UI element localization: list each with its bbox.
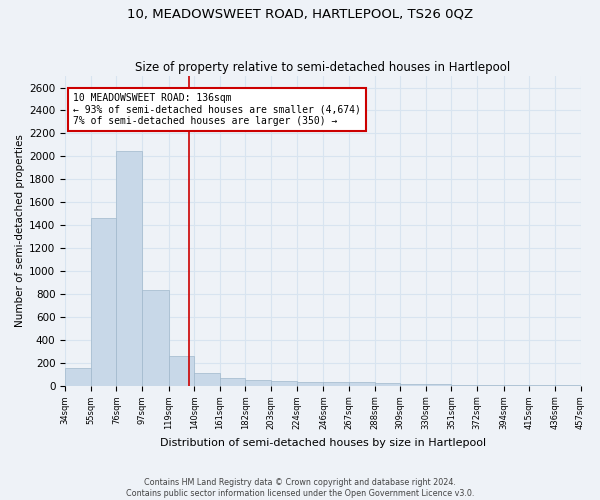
- Title: Size of property relative to semi-detached houses in Hartlepool: Size of property relative to semi-detach…: [135, 60, 511, 74]
- Bar: [374, 384, 400, 386]
- Text: 10, MEADOWSWEET ROAD, HARTLEPOOL, TS26 0QZ: 10, MEADOWSWEET ROAD, HARTLEPOOL, TS26 0…: [127, 8, 473, 20]
- Bar: [116, 150, 142, 386]
- Bar: [296, 382, 323, 386]
- Bar: [349, 382, 374, 386]
- Bar: [169, 356, 194, 386]
- Bar: [245, 380, 271, 386]
- Bar: [65, 368, 91, 386]
- Bar: [451, 384, 477, 386]
- Bar: [194, 373, 220, 386]
- Bar: [400, 384, 426, 386]
- Bar: [271, 381, 296, 386]
- Text: Contains HM Land Registry data © Crown copyright and database right 2024.
Contai: Contains HM Land Registry data © Crown c…: [126, 478, 474, 498]
- Bar: [323, 382, 349, 386]
- Bar: [142, 290, 169, 386]
- X-axis label: Distribution of semi-detached houses by size in Hartlepool: Distribution of semi-detached houses by …: [160, 438, 486, 448]
- Bar: [220, 378, 245, 386]
- Bar: [426, 384, 451, 386]
- Bar: [91, 218, 116, 386]
- Bar: [477, 385, 504, 386]
- Y-axis label: Number of semi-detached properties: Number of semi-detached properties: [15, 134, 25, 327]
- Text: 10 MEADOWSWEET ROAD: 136sqm
← 93% of semi-detached houses are smaller (4,674)
7%: 10 MEADOWSWEET ROAD: 136sqm ← 93% of sem…: [73, 93, 361, 126]
